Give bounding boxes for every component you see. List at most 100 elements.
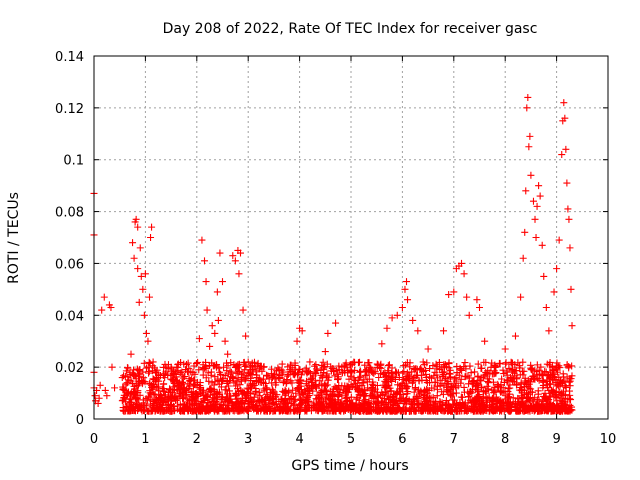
data-point	[326, 387, 334, 395]
data-point	[465, 393, 473, 401]
data-point	[135, 379, 143, 387]
data-point	[487, 363, 495, 371]
data-point	[190, 380, 198, 388]
data-point	[550, 374, 558, 382]
data-point	[406, 359, 414, 367]
data-point	[512, 381, 520, 389]
data-points	[90, 93, 576, 415]
data-point	[152, 368, 160, 376]
data-point	[428, 374, 436, 382]
data-point	[250, 393, 258, 401]
data-point	[144, 393, 152, 401]
data-point	[431, 397, 439, 405]
data-point	[383, 324, 391, 332]
data-point	[360, 386, 368, 394]
data-point	[251, 390, 259, 398]
data-point	[126, 368, 134, 376]
data-point	[479, 400, 487, 408]
data-point	[107, 304, 115, 312]
data-point	[484, 395, 492, 403]
data-point	[338, 392, 346, 400]
data-point	[440, 382, 448, 390]
data-point	[275, 366, 283, 374]
data-point	[167, 363, 175, 371]
data-point	[535, 182, 543, 190]
data-point	[265, 402, 273, 410]
data-point	[474, 372, 482, 380]
data-point	[452, 374, 460, 382]
data-point	[350, 374, 358, 382]
data-point	[270, 370, 278, 378]
data-point	[296, 407, 304, 415]
data-point	[323, 360, 331, 368]
data-point	[253, 374, 261, 382]
data-point	[400, 362, 408, 370]
data-point	[119, 404, 127, 412]
data-point	[121, 398, 129, 406]
data-point	[277, 396, 285, 404]
data-point	[168, 376, 176, 384]
data-point	[369, 369, 377, 377]
data-point	[195, 335, 203, 343]
data-point	[533, 202, 541, 210]
data-point	[560, 373, 568, 381]
data-point	[236, 249, 244, 257]
data-point	[448, 407, 456, 415]
data-point	[552, 393, 560, 401]
data-point	[562, 391, 570, 399]
data-point	[447, 392, 455, 400]
data-point	[232, 389, 240, 397]
data-point	[470, 377, 478, 385]
data-point	[555, 236, 563, 244]
data-point	[454, 401, 462, 409]
data-point	[539, 377, 547, 385]
data-point	[252, 385, 260, 393]
data-point	[333, 403, 341, 411]
data-point	[334, 375, 342, 383]
data-point	[295, 391, 303, 399]
data-point	[224, 350, 232, 358]
data-point	[142, 329, 150, 337]
data-point	[189, 369, 197, 377]
data-point	[130, 388, 138, 396]
data-point	[458, 259, 466, 267]
data-point	[474, 387, 482, 395]
y-tick-label: 0.1	[63, 154, 84, 169]
data-point	[424, 396, 432, 404]
data-point	[382, 399, 390, 407]
data-point	[449, 389, 457, 397]
data-point	[373, 360, 381, 368]
data-point	[311, 383, 319, 391]
data-point	[239, 394, 247, 402]
data-point	[321, 348, 329, 356]
data-point	[520, 367, 528, 375]
data-point	[305, 398, 313, 406]
data-point	[354, 379, 362, 387]
x-tick-label: 5	[347, 432, 355, 447]
data-point	[361, 390, 369, 398]
data-point	[562, 145, 570, 153]
data-point	[336, 399, 344, 407]
data-point	[121, 372, 129, 380]
data-point	[308, 404, 316, 412]
data-point	[356, 368, 364, 376]
data-point	[344, 396, 352, 404]
data-point	[293, 337, 301, 345]
data-point	[234, 361, 242, 369]
data-point	[95, 394, 103, 402]
data-point	[370, 393, 378, 401]
data-point	[301, 405, 309, 413]
data-point	[199, 399, 207, 407]
data-point	[232, 369, 240, 377]
data-point	[394, 381, 402, 389]
data-point	[548, 364, 556, 372]
data-point	[460, 388, 468, 396]
data-point	[202, 363, 210, 371]
data-point	[213, 288, 221, 296]
data-point	[550, 403, 558, 411]
data-point	[135, 298, 143, 306]
data-point	[206, 342, 214, 350]
data-point	[228, 399, 236, 407]
data-point	[179, 405, 187, 413]
data-point	[390, 397, 398, 405]
